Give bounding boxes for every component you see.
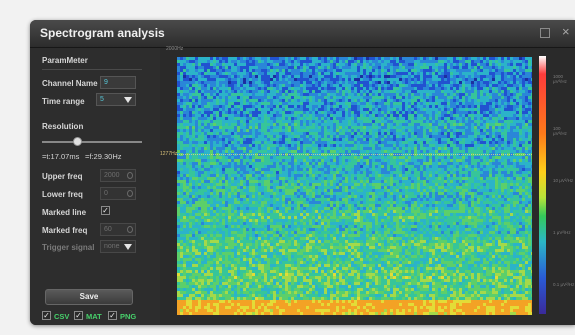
channel-name-label: Channel Name — [42, 79, 98, 88]
window-title: Spectrogram analysis — [40, 26, 165, 40]
freq-top-label: 2000Hz — [166, 46, 184, 52]
resolution-slider-thumb[interactable] — [73, 137, 82, 146]
resolution-label: Resolution — [42, 122, 84, 131]
colorbar-label: 10 μV²/Hz — [553, 178, 574, 183]
colorbar-label: 1 μV²/Hz — [553, 230, 571, 235]
colorbar-label: 1000 μV²/Hz — [553, 74, 567, 84]
channel-name-value: 9 — [104, 79, 108, 86]
save-button[interactable]: Save — [45, 289, 133, 305]
marked-freq-input[interactable]: 60 — [100, 223, 136, 236]
marked-freq-label: Marked freq — [42, 226, 88, 235]
marked-frequency-label: 1277Hz — [160, 151, 178, 157]
colorbar-label: 0.1 μV²/Hz — [553, 282, 575, 287]
upper-freq-label: Upper freq — [42, 172, 83, 181]
lower-freq-input[interactable]: 0 — [100, 187, 136, 200]
upper-freq-value: 2000 — [104, 172, 120, 179]
color-scale-bar — [539, 56, 546, 314]
trigger-signal-label: Trigger signal — [42, 243, 95, 252]
marked-frequency-line — [177, 154, 532, 155]
lower-freq-value: 0 — [104, 190, 108, 197]
colorbar-label: 100 μV²/Hz — [553, 126, 567, 136]
resolution-slider[interactable] — [42, 141, 142, 143]
time-resolution-readout: =t:17.07ms — [42, 152, 80, 161]
marked-line-label: Marked line — [42, 208, 87, 217]
csv-label: CSV — [54, 312, 70, 321]
time-range-label: Time range — [42, 97, 85, 106]
divider — [42, 69, 142, 70]
lower-freq-label: Lower freq — [42, 190, 83, 199]
title-bar[interactable]: Spectrogram analysis × — [30, 20, 575, 48]
png-label: PNG — [120, 312, 137, 321]
chevron-down-icon — [124, 97, 132, 103]
mat-checkbox[interactable]: ✓ — [74, 311, 83, 320]
close-icon[interactable]: × — [562, 24, 570, 39]
png-checkbox[interactable]: ✓ — [108, 311, 117, 320]
marked-line-checkbox[interactable]: ✓ — [101, 206, 110, 215]
time-range-select[interactable]: 5 — [96, 93, 136, 106]
panel-heading: ParamMeter — [42, 56, 88, 65]
chevron-down-icon — [124, 244, 132, 250]
trigger-signal-select[interactable]: none — [100, 240, 136, 253]
upper-freq-input[interactable]: 2000 — [100, 169, 136, 182]
trigger-signal-value: none — [104, 243, 120, 250]
spectrogram-heatmap[interactable] — [177, 57, 532, 315]
freq-resolution-readout: =f:29.30Hz — [85, 152, 122, 161]
spinner-icon[interactable] — [127, 226, 133, 233]
marked-freq-value: 60 — [104, 226, 112, 233]
channel-name-input[interactable]: 9 — [100, 76, 136, 89]
csv-checkbox[interactable]: ✓ — [42, 311, 51, 320]
spinner-icon[interactable] — [127, 172, 133, 179]
maximize-icon[interactable] — [540, 28, 550, 38]
mat-label: MAT — [86, 312, 102, 321]
parameter-panel: ParamMeter Channel Name 9 Time range 5 R… — [30, 48, 160, 325]
time-range-value: 5 — [100, 96, 104, 103]
spinner-icon[interactable] — [127, 190, 133, 197]
